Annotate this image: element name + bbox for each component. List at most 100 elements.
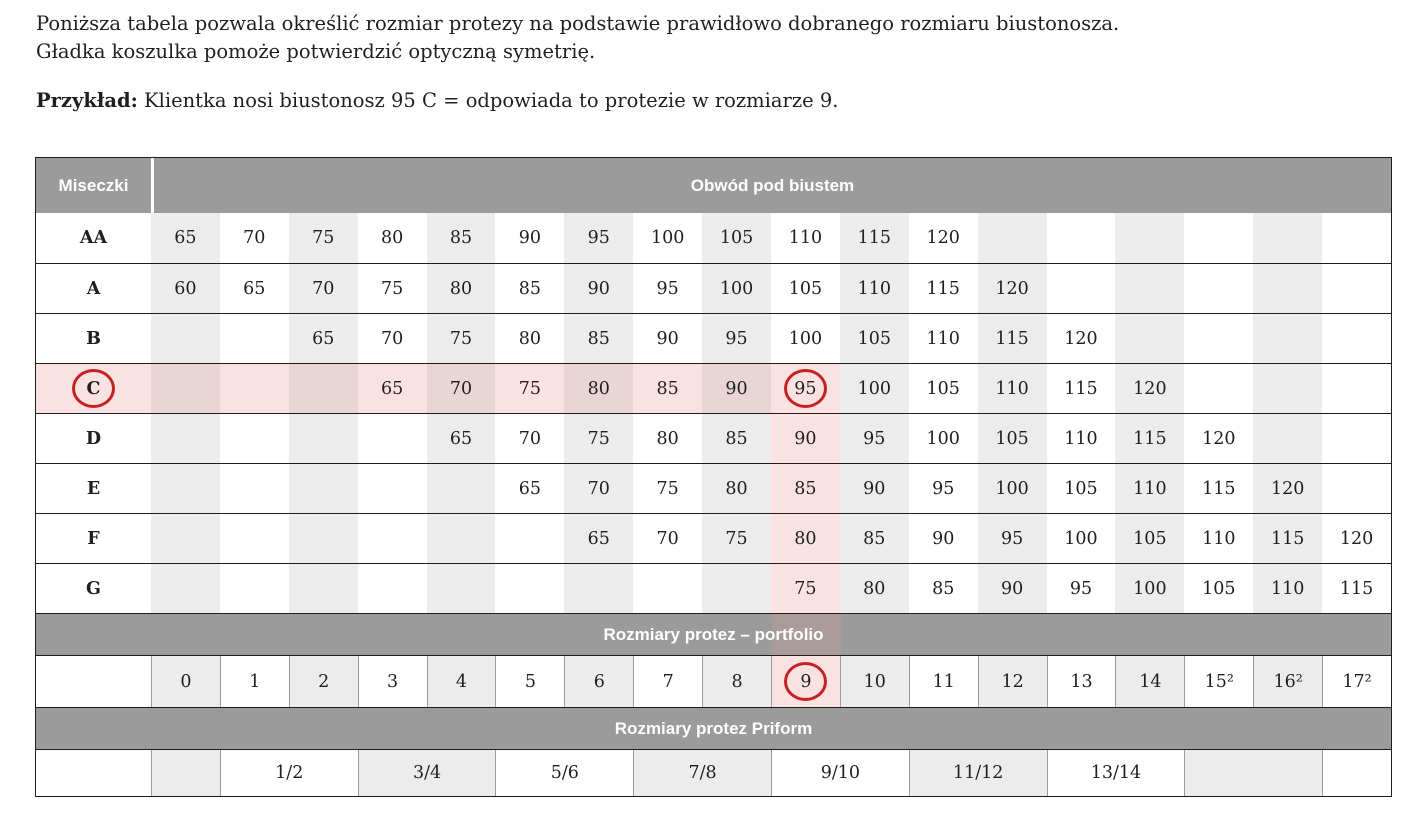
underbust-cell: 120 [1115, 364, 1185, 413]
underbust-cell: 75 [288, 213, 358, 263]
underbust-cell [1322, 314, 1391, 363]
portfolio-size-cell: 1 [219, 656, 289, 707]
underbust-cell: 105 [1202, 578, 1236, 599]
cups-header-cell: Miseczki [58, 175, 129, 195]
underbust-cell [358, 514, 427, 563]
underbust-cell [633, 564, 702, 613]
underbust-cell: 85 [426, 213, 496, 263]
portfolio-size-cell: 15² [1184, 656, 1253, 707]
underbust-cell [1322, 213, 1391, 263]
underbust-cell: 100 [1064, 528, 1098, 549]
underbust-cell: 120 [1064, 328, 1098, 349]
underbust-cell: 105 [702, 213, 771, 263]
underbust-cell: 85 [702, 414, 771, 463]
underbust-cell: 85 [518, 278, 542, 299]
underbust-cell: 65 [151, 213, 220, 263]
underbust-cell: 85 [839, 514, 909, 563]
size-table: Miseczki Obwód pod biustem AA 65 70 75 80 85 9… [35, 157, 1392, 797]
priform-sizes-row: 1/2 3/4 5/6 7/8 9/10 11/12 13/14 [36, 749, 1391, 796]
portfolio-size-cell: 8 [702, 656, 771, 707]
priform-size-cell: 9/10 [770, 750, 909, 796]
underbust-cell: 115 [977, 314, 1047, 363]
underbust-cell: 120 [1202, 428, 1236, 449]
portfolio-size-cell: 13 [1046, 656, 1116, 707]
cup-row-E: E 65 70 75 80 85 90 95 100 105 110 115 120 [36, 463, 1391, 513]
underbust-cell: 115 [839, 213, 909, 263]
underbust-cell [495, 514, 564, 563]
underbust-cell: 80 [839, 564, 909, 613]
underbust-cell [151, 464, 220, 513]
portfolio-size-cell: 10 [839, 656, 909, 707]
portfolio-size-cell: 9 [770, 656, 840, 707]
underbust-cell [220, 464, 289, 513]
underbust-cell: 115 [1064, 378, 1098, 399]
underbust-cell: 80 [770, 514, 840, 563]
portfolio-size-cell: 16² [1253, 656, 1323, 707]
portfolio-size-cell: 6 [564, 656, 634, 707]
underbust-cell [495, 564, 564, 613]
underbust-cell [1047, 264, 1116, 313]
underbust-cell: 60 [151, 264, 220, 313]
underbust-cell: 90 [839, 464, 909, 513]
underbust-cell: 90 [702, 364, 771, 413]
underbust-cell: 70 [243, 228, 266, 248]
priform-band: Rozmiary protez Priform [36, 707, 1391, 749]
underbust-cell: 70 [426, 364, 496, 413]
underbust-cell: 95 [1069, 578, 1093, 599]
underbust-cell [1253, 264, 1323, 313]
underbust-cell: 65 [426, 414, 496, 463]
underbust-cell: 65 [518, 478, 542, 499]
cup-label-D: D [85, 428, 102, 449]
header-divider [151, 158, 154, 213]
cup-label-C: C [36, 364, 151, 413]
underbust-cell [151, 514, 220, 563]
underbust-cell [1253, 213, 1323, 263]
underbust-cell [1184, 264, 1253, 313]
underbust-cell: 80 [702, 464, 771, 513]
intro-line-1: Poniższa tabela pozwala określić rozmiar… [36, 12, 1120, 35]
red-circle-highlight: 95 [783, 369, 827, 408]
underbust-cell [1115, 213, 1185, 263]
underbust-cell [1253, 414, 1323, 463]
underbust-cell: 95 [564, 213, 634, 263]
underbust-cell [151, 414, 220, 463]
underbust-cell: 95 [770, 364, 840, 413]
priform-size-cell [151, 750, 220, 796]
underbust-cell: 80 [426, 264, 496, 313]
underbust-cell: 75 [495, 364, 565, 413]
underbust-cell: 70 [288, 264, 358, 313]
underbust-cell [220, 314, 289, 363]
underbust-cell [426, 464, 496, 513]
priform-size-cell [1184, 750, 1323, 796]
underbust-cell: 105 [839, 314, 909, 363]
underbust-cell: 95 [932, 478, 955, 499]
underbust-cell: 70 [564, 464, 634, 513]
underbust-cell: 115 [926, 278, 960, 299]
priform-size-cell [1322, 750, 1391, 796]
underbust-cell: 90 [518, 228, 542, 248]
underbust-cell: 100 [650, 228, 685, 248]
example-text: Klientka nosi biustonosz 95 C = odpowiad… [137, 89, 839, 112]
example-line: Przykład: Klientka nosi biustonosz 95 C … [36, 87, 1415, 115]
underbust-cell [220, 564, 289, 613]
underbust-cell: 95 [839, 414, 909, 463]
cup-label-AA: AA [79, 228, 108, 248]
underbust-cell: 90 [932, 528, 955, 549]
portfolio-size-cell: 0 [151, 656, 220, 707]
portfolio-size-cell: 12 [977, 656, 1047, 707]
portfolio-size-cell: 5 [495, 656, 564, 707]
underbust-cell: 70 [656, 528, 679, 549]
underbust-cell: 105 [1064, 478, 1098, 499]
cup-row-A: A 60 65 70 75 80 85 90 95 100 105 110 115 120 [36, 263, 1391, 313]
priform-size-cell: 7/8 [633, 750, 771, 796]
underbust-cell [1184, 314, 1253, 363]
red-circle-highlight: C [72, 369, 115, 408]
portfolio-size-cell: 11 [908, 656, 978, 707]
underbust-cell: 75 [564, 414, 634, 463]
cup-row-AA: AA 65 70 75 80 85 90 95 100 105 110 115 120 [36, 213, 1391, 263]
cup-label-G: G [86, 578, 101, 599]
underbust-cell: 100 [926, 428, 960, 449]
underbust-cell [1184, 213, 1253, 263]
underbust-cell [426, 564, 496, 613]
cup-row-D: D 65 70 75 80 85 90 95 100 105 110 115 120 [36, 413, 1391, 463]
